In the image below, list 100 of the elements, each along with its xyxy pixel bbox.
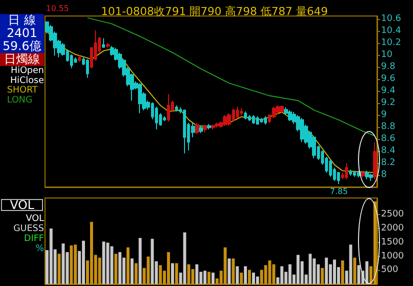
bar [296, 254, 300, 284]
text: GUESS [12, 224, 44, 234]
candlestick [227, 112, 231, 126]
bar [62, 243, 65, 284]
text: 2401 [0, 26, 44, 40]
bar [357, 265, 360, 284]
bar [312, 258, 316, 284]
bar [50, 228, 53, 284]
bar [171, 263, 174, 284]
text: 59.6億 [0, 39, 44, 53]
candlestick [211, 124, 215, 130]
candlestick [276, 104, 280, 115]
y-tick-label: 9 [381, 110, 387, 120]
bar [114, 254, 118, 284]
candlestick [175, 104, 178, 112]
candlestick [260, 118, 263, 124]
text: HiClose [10, 76, 44, 86]
bar [240, 272, 243, 284]
bar [324, 258, 328, 284]
bar [288, 264, 292, 284]
bar [332, 260, 336, 284]
y-tick-label: 8.6 [381, 134, 396, 144]
bar [74, 244, 77, 284]
bar [106, 242, 110, 284]
y-tick-label: 9.4 [381, 86, 396, 96]
text: LONG [7, 96, 33, 106]
candlestick [337, 172, 340, 184]
bar [118, 252, 122, 284]
bar [58, 254, 61, 284]
candlestick [369, 173, 373, 182]
bar [138, 238, 142, 284]
bar [248, 270, 251, 284]
candlestick [78, 55, 81, 62]
y-tick-label: 1500 [381, 237, 404, 248]
bar [82, 240, 85, 284]
bar [308, 254, 312, 284]
y-tick-label: 8.2 [381, 158, 396, 168]
y-tick-label: 2500 [381, 210, 404, 220]
bar [146, 256, 150, 284]
text: 日燭線 [0, 52, 44, 66]
bar [150, 238, 154, 284]
candlestick [240, 108, 243, 116]
candlestick [203, 124, 207, 133]
y-tick-label: 10 [381, 50, 393, 60]
bar [90, 222, 94, 284]
bar [228, 258, 231, 284]
candlestick [365, 170, 369, 180]
candlestick [207, 124, 211, 130]
candlestick [288, 110, 292, 122]
bar [102, 242, 106, 284]
candlestick [252, 114, 255, 124]
candlestick [155, 106, 158, 130]
candlestick [349, 169, 352, 176]
candlestick [106, 42, 110, 48]
text: SHORT [7, 86, 38, 96]
bar [252, 272, 256, 284]
bar [212, 272, 215, 284]
candlestick [236, 106, 239, 118]
candlestick [167, 94, 170, 122]
chart-title: VOL [10, 198, 34, 212]
candlestick [244, 110, 247, 120]
candlestick [256, 116, 259, 126]
candlestick [248, 114, 251, 122]
candlestick [183, 109, 186, 154]
bar [272, 264, 276, 284]
candlestick [223, 114, 227, 126]
y-tick-label: 2000 [381, 224, 404, 234]
text: VOL [24, 214, 44, 224]
bar [349, 244, 352, 284]
bar [110, 246, 114, 284]
candlestick [110, 46, 114, 56]
text: HiOpen [10, 66, 44, 76]
bar [126, 247, 130, 284]
candlestick [280, 104, 284, 114]
candlestick [300, 118, 304, 142]
bar [268, 260, 272, 284]
y-tick-label: 10.6 [381, 14, 402, 24]
text: DIFF [23, 234, 44, 244]
text: % [34, 244, 44, 254]
candlestick [345, 162, 348, 180]
bar [98, 258, 102, 284]
bar [187, 264, 190, 284]
y-tick-label: 9.8 [381, 62, 396, 72]
text: 日 線 [0, 13, 44, 27]
y-tick-label: 8.8 [381, 122, 396, 132]
bar [244, 266, 247, 284]
chart-title: 101-0808收791 開790 高798 低787 量649 [101, 5, 328, 18]
line-series [46, 31, 376, 174]
candlestick [70, 54, 73, 69]
bar [320, 268, 324, 284]
bar [256, 276, 260, 284]
y-tick-label: 10.4 [381, 26, 402, 36]
candlestick [373, 142, 377, 180]
bar [195, 264, 198, 284]
line-series [87, 17, 376, 136]
bar [183, 232, 186, 284]
bar [373, 201, 376, 284]
bar [130, 258, 134, 284]
bar [224, 247, 227, 284]
y-tick-label: 9.2 [381, 98, 396, 108]
